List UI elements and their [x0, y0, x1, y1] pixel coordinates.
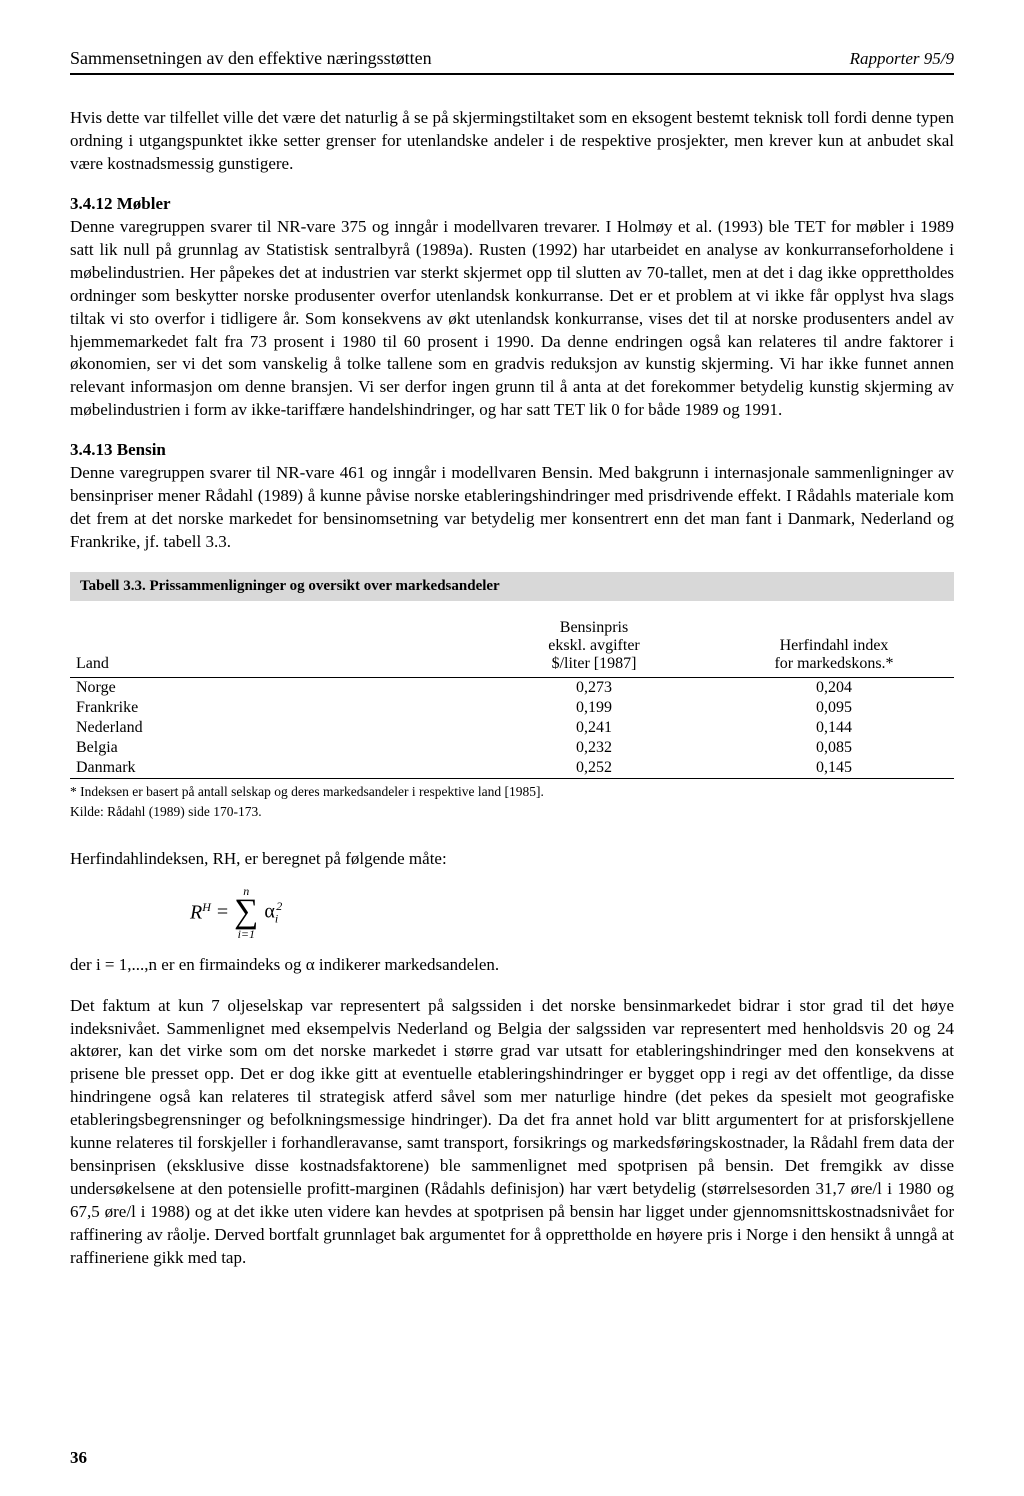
header-title-right: Rapporter 95/9 — [850, 49, 954, 69]
cell-land: Belgia — [70, 738, 474, 758]
col-header-herf: Herfindahl index for markedskons.* — [714, 617, 954, 678]
cell-herf: 0,145 — [714, 758, 954, 779]
table-row: Belgia 0,232 0,085 — [70, 738, 954, 758]
col-herf-line1: Herfindahl index — [780, 637, 889, 654]
table-footnote-1: * Indeksen er basert på antall selskap o… — [70, 783, 954, 801]
table-footnote-2: Kilde: Rådahl (1989) side 170-173. — [70, 803, 954, 821]
table-title: Tabell 3.3. Prissammenligninger og overs… — [70, 572, 954, 601]
cell-price: 0,199 — [474, 698, 714, 718]
header-title-left: Sammensetningen av den effektive nærings… — [70, 48, 432, 69]
page: Sammensetningen av den effektive nærings… — [0, 0, 1024, 1496]
section-heading-bensin: 3.4.13 Bensin — [70, 440, 954, 460]
page-header: Sammensetningen av den effektive nærings… — [70, 48, 954, 75]
table-row: Norge 0,273 0,204 — [70, 678, 954, 699]
cell-price: 0,273 — [474, 678, 714, 699]
table-row: Frankrike 0,199 0,095 — [70, 698, 954, 718]
herfindahl-after: der i = 1,...,n er en firmaindeks og α i… — [70, 954, 954, 977]
cell-land: Frankrike — [70, 698, 474, 718]
col-price-line3: $/liter [1987] — [552, 655, 637, 672]
col-header-land: Land — [70, 617, 474, 678]
table-row: Danmark 0,252 0,145 — [70, 758, 954, 779]
cell-land: Danmark — [70, 758, 474, 779]
herfindahl-formula: RH = n ∑ i=1 αi2 — [190, 885, 954, 940]
cell-land: Norge — [70, 678, 474, 699]
price-table: Land Bensinpris ekskl. avgifter $/liter … — [70, 617, 954, 779]
cell-price: 0,232 — [474, 738, 714, 758]
col-herf-line2: for markedskons.* — [774, 655, 893, 672]
cell-land: Nederland — [70, 718, 474, 738]
page-number: 36 — [70, 1448, 87, 1468]
price-table-body: Norge 0,273 0,204 Frankrike 0,199 0,095 … — [70, 678, 954, 779]
cell-herf: 0,204 — [714, 678, 954, 699]
cell-price: 0,252 — [474, 758, 714, 779]
cell-herf: 0,095 — [714, 698, 954, 718]
intro-paragraph: Hvis dette var tilfellet ville det være … — [70, 107, 954, 176]
cell-herf: 0,085 — [714, 738, 954, 758]
col-header-price: Bensinpris ekskl. avgifter $/liter [1987… — [474, 617, 714, 678]
cell-price: 0,241 — [474, 718, 714, 738]
section-heading-mobler: 3.4.12 Møbler — [70, 194, 954, 214]
cell-herf: 0,144 — [714, 718, 954, 738]
final-paragraph: Det faktum at kun 7 oljeselskap var repr… — [70, 995, 954, 1270]
col-price-line2: ekskl. avgifter — [548, 637, 640, 654]
section-text-bensin: Denne varegruppen svarer til NR-vare 461… — [70, 462, 954, 554]
col-price-line1: Bensinpris — [560, 619, 628, 636]
table-row: Nederland 0,241 0,144 — [70, 718, 954, 738]
section-text-mobler: Denne varegruppen svarer til NR-vare 375… — [70, 216, 954, 422]
herfindahl-intro: Herfindahlindeksen, RH, er beregnet på f… — [70, 848, 954, 871]
